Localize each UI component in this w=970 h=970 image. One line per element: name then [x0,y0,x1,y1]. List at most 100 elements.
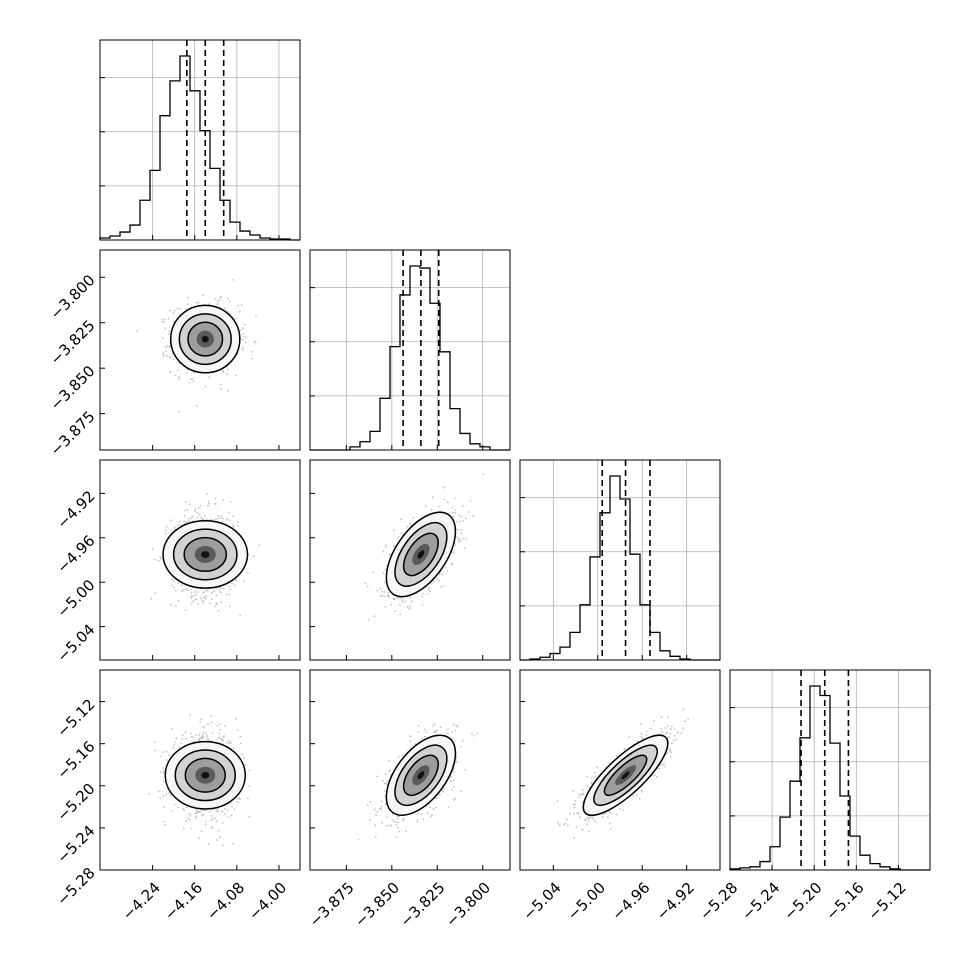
scatter-point [211,818,214,820]
scatter-point [169,309,171,312]
scatter-point [460,532,463,534]
scatter-point [216,518,219,520]
scatter-point [438,579,440,582]
scatter-point [220,587,223,590]
scatter-point [201,737,204,740]
scatter-point [220,515,223,518]
scatter-point [443,498,446,501]
scatter-point [205,595,207,597]
scatter-point [185,501,187,503]
scatter-point [234,374,237,377]
scatter-point [164,532,167,535]
scatter-point [185,820,188,822]
scatter-point [251,350,253,353]
scatter-point [171,728,174,730]
scatter-point [178,378,180,381]
scatter-point [379,587,382,590]
scatter-point [218,732,220,735]
density-contour [201,335,209,343]
scatter-point [217,829,220,832]
scatter-point [606,816,609,819]
scatter-point [222,739,225,742]
scatter-panel-4-2 [309,669,511,871]
scatter-point [186,296,189,299]
scatter-point [240,303,243,306]
scatter-point [379,807,381,810]
scatter-point [214,502,216,505]
scatter-point [169,519,172,522]
hist-panel-2 [309,249,511,451]
scatter-point [455,724,458,727]
scatter-point [396,597,399,600]
scatter-point [376,810,379,813]
scatter-point [162,780,165,783]
scatter-point [673,739,675,742]
scatter-point [238,797,241,799]
scatter-point [248,784,251,787]
scatter-point [162,771,165,774]
scatter-point [219,383,222,386]
scatter-point [462,504,464,507]
scatter-point [219,387,222,390]
scatter-point [161,337,164,340]
scatter-point [154,749,157,752]
scatter-point [200,599,203,601]
scatter-point [639,723,642,725]
scatter-point [190,595,192,598]
scatter-point [198,837,201,840]
scatter-point [394,610,397,613]
scatter-point [451,506,454,509]
scatter-point [214,497,217,500]
scatter-point [184,609,187,612]
scatter-point [416,821,419,823]
scatter-point [472,515,475,517]
scatter-point [404,600,407,603]
scatter-point [237,797,239,800]
scatter-point [165,354,168,357]
scatter-point [439,793,441,796]
scatter-point [645,730,648,733]
hist-panel-3 [519,459,721,661]
scatter-point [451,563,453,566]
scatter-point [587,830,590,833]
scatter-point [173,526,176,529]
scatter-point [397,821,400,824]
panel-border [519,459,721,661]
scatter-point [186,587,188,590]
scatter-point [237,525,239,527]
scatter-point [232,523,235,526]
scatter-point [253,341,256,344]
scatter-point [456,536,459,539]
scatter-point [432,807,435,810]
scatter-point [398,830,400,833]
scatter-point [390,603,392,606]
scatter-point [205,589,208,592]
scatter-point [218,589,221,592]
scatter-point [191,378,194,381]
scatter-point [210,721,213,724]
scatter-point [433,731,436,733]
scatter-point [233,584,236,587]
scatter-point [162,352,165,355]
scatter-point [161,767,164,769]
scatter-point [369,818,371,821]
scatter-point [464,538,467,541]
scatter-point [233,525,236,528]
scatter-point [236,304,239,307]
scatter-point [245,336,248,339]
scatter-point [667,724,669,727]
scatter-point [199,737,202,739]
scatter-point [233,807,236,810]
scatter-point [194,594,197,596]
scatter-point [170,603,172,606]
scatter-point [453,771,455,774]
scatter-point [374,808,376,811]
scatter-point [427,588,430,591]
scatter-point [178,745,181,748]
scatter-point [174,589,177,592]
scatter-point [471,732,473,735]
scatter-point [190,517,193,520]
scatter-point [236,729,239,732]
scatter-point [219,723,222,726]
scatter-point [204,597,207,600]
